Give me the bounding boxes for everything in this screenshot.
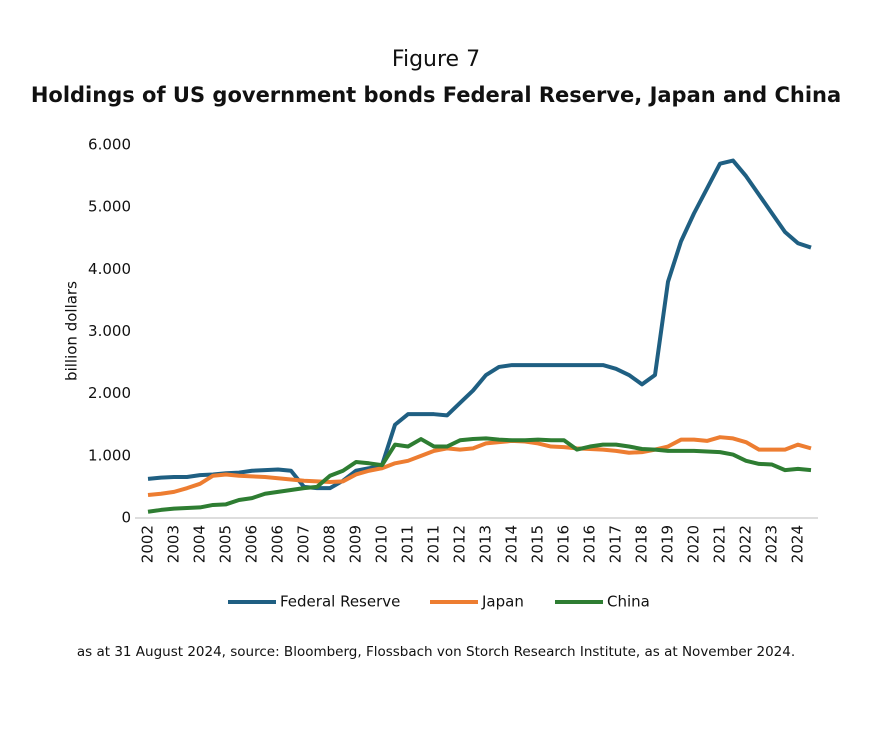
x-tick-label: 2016 (581, 525, 599, 563)
x-tick-label: 2006 (269, 525, 287, 563)
y-tick-label: 3.000 (88, 322, 131, 340)
x-tick-label: 2015 (529, 525, 547, 563)
x-tick-label: 2011 (425, 525, 443, 563)
x-tick-label: 2002 (139, 525, 157, 563)
x-tick-label: 2016 (555, 525, 573, 563)
legend-label: China (607, 593, 650, 611)
y-tick-label: 1.000 (88, 446, 131, 464)
x-tick-label: 2020 (685, 525, 703, 563)
y-tick-label: 0 (121, 509, 131, 527)
x-tick-label: 2010 (373, 525, 391, 563)
x-tick-label: 2007 (295, 525, 313, 563)
line-series (147, 435, 812, 497)
y-tick-label: 6.000 (88, 136, 131, 154)
legend-label: Federal Reserve (280, 593, 400, 611)
x-tick-label: 2008 (321, 525, 339, 563)
source-note: as at 31 August 2024, source: Bloomberg,… (77, 644, 795, 660)
x-tick-label: 2014 (503, 525, 521, 563)
line-series (147, 436, 812, 514)
x-tick-label: 2011 (399, 525, 417, 563)
x-tick-label: 2022 (737, 525, 755, 563)
x-tick-label: 2017 (607, 525, 625, 563)
x-tick-label: 2018 (633, 525, 651, 563)
x-tick-label: 2013 (477, 525, 495, 563)
legend-label: Japan (481, 593, 524, 611)
x-tick-label: 2021 (711, 525, 729, 563)
y-tick-label: 4.000 (88, 260, 131, 278)
y-tick-label: 2.000 (88, 384, 131, 402)
x-tick-label: 2012 (451, 525, 469, 563)
x-tick-label: 2004 (191, 525, 209, 563)
x-tick-label: 2023 (763, 525, 781, 563)
x-tick-label: 2019 (659, 525, 677, 563)
y-axis-label: billion dollars (63, 281, 81, 381)
chart-subtitle: Holdings of US government bonds Federal … (31, 83, 841, 107)
line-series (147, 158, 812, 491)
x-tick-label: 2005 (217, 525, 235, 563)
x-tick-label: 2006 (243, 525, 261, 563)
y-tick-label: 5.000 (88, 198, 131, 216)
x-tick-label: 2009 (347, 525, 365, 563)
x-tick-label: 2024 (789, 525, 807, 563)
chart-title: Figure 7 (392, 47, 480, 72)
x-tick-label: 2003 (165, 525, 183, 563)
